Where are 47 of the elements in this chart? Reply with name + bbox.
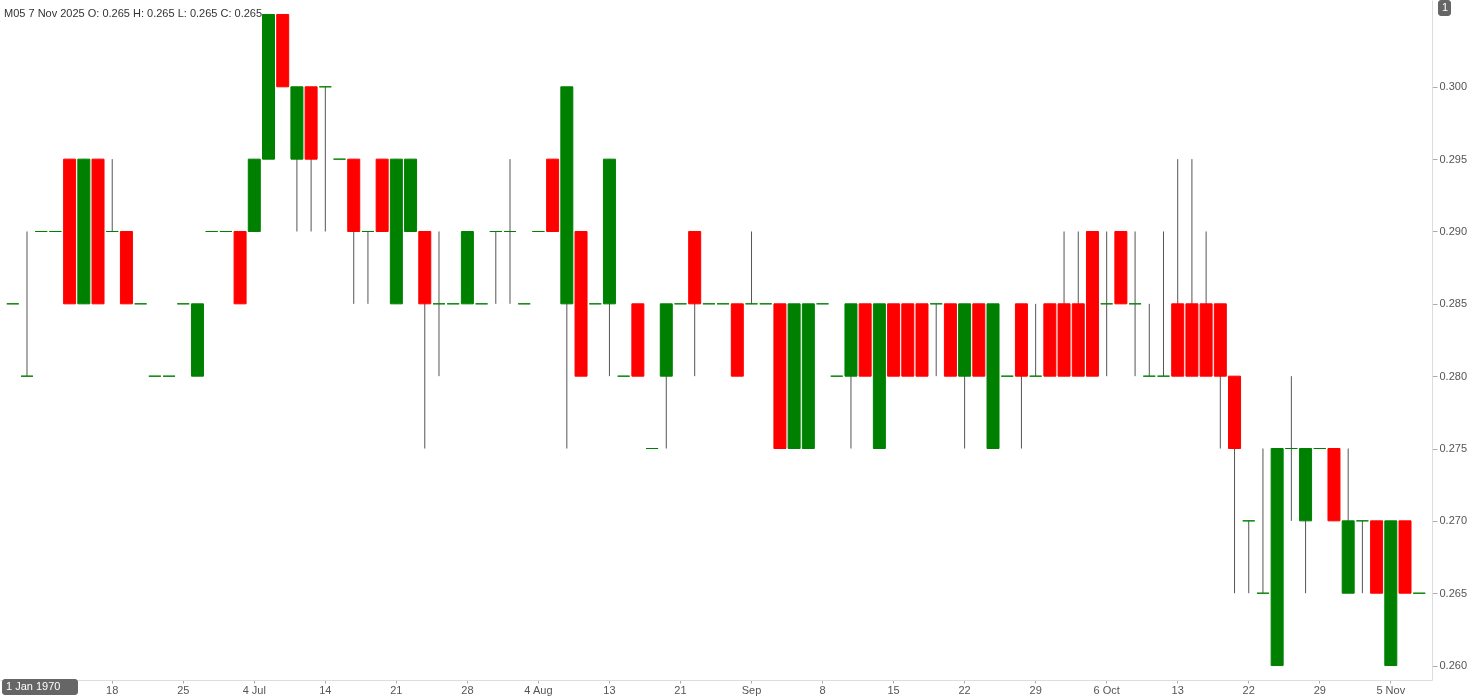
candlestick [432, 230, 446, 377]
x-tick-label: 8 [819, 683, 826, 696]
x-tick-label: 28 [461, 683, 474, 696]
candlestick [1029, 303, 1043, 377]
candlestick [503, 158, 517, 305]
candlestick [1100, 230, 1114, 377]
x-tick-label: 22 [958, 683, 971, 696]
candlestick [489, 230, 503, 305]
y-tick-label: 0.295 [1439, 152, 1468, 165]
candlestick [105, 158, 119, 232]
x-tick-label: 13 [1171, 683, 1184, 696]
x-tick-label: 15 [887, 683, 900, 696]
y-tick-label: 0.280 [1439, 369, 1468, 382]
y-tick-label: 0.290 [1439, 224, 1468, 237]
x-tick-label: 29 [1313, 683, 1326, 696]
y-tick-label: 0.270 [1439, 514, 1468, 527]
candlestick [318, 86, 332, 232]
candlestick [745, 230, 759, 305]
x-tick-label: 22 [1242, 683, 1255, 696]
y-tick-label: 0.265 [1439, 586, 1468, 599]
x-tick-label: 4 Jul [242, 683, 266, 696]
x-tick-label: 29 [1029, 683, 1042, 696]
candlestick [1128, 230, 1142, 377]
x-tick-label: 5 Nov [1376, 683, 1406, 696]
x-tick-label: 21 [390, 683, 403, 696]
x-tick-label: Sep [741, 683, 762, 696]
y-tick-label: 0.300 [1439, 80, 1468, 93]
x-tick-label: 21 [674, 683, 687, 696]
annotation: 1 Jan 1970 [6, 680, 61, 692]
candlestick [929, 303, 943, 377]
annotation: M05 7 Nov 2025 O: 0.265 H: 0.265 L: 0.265 C: 0.265 [4, 7, 263, 19]
candlestick [1256, 448, 1270, 594]
candlestick [20, 230, 34, 377]
x-tick-label: 4 Aug [524, 683, 553, 696]
candlestick [1142, 303, 1156, 377]
candlestick [1242, 520, 1256, 594]
x-tick-label: 18 [106, 683, 119, 696]
x-tick-label: 6 Oct [1093, 683, 1120, 696]
candlestick [1157, 230, 1170, 377]
text: 1 [1442, 1, 1449, 13]
x-tick-label: 14 [319, 683, 332, 696]
y-tick-label: 0.275 [1439, 442, 1468, 455]
x-tick-label: 25 [177, 683, 190, 696]
y-tick-label: 0.285 [1439, 297, 1468, 310]
candlestick [361, 230, 375, 305]
x-tick-label: 13 [603, 683, 616, 696]
y-tick-label: 0.260 [1439, 659, 1468, 672]
